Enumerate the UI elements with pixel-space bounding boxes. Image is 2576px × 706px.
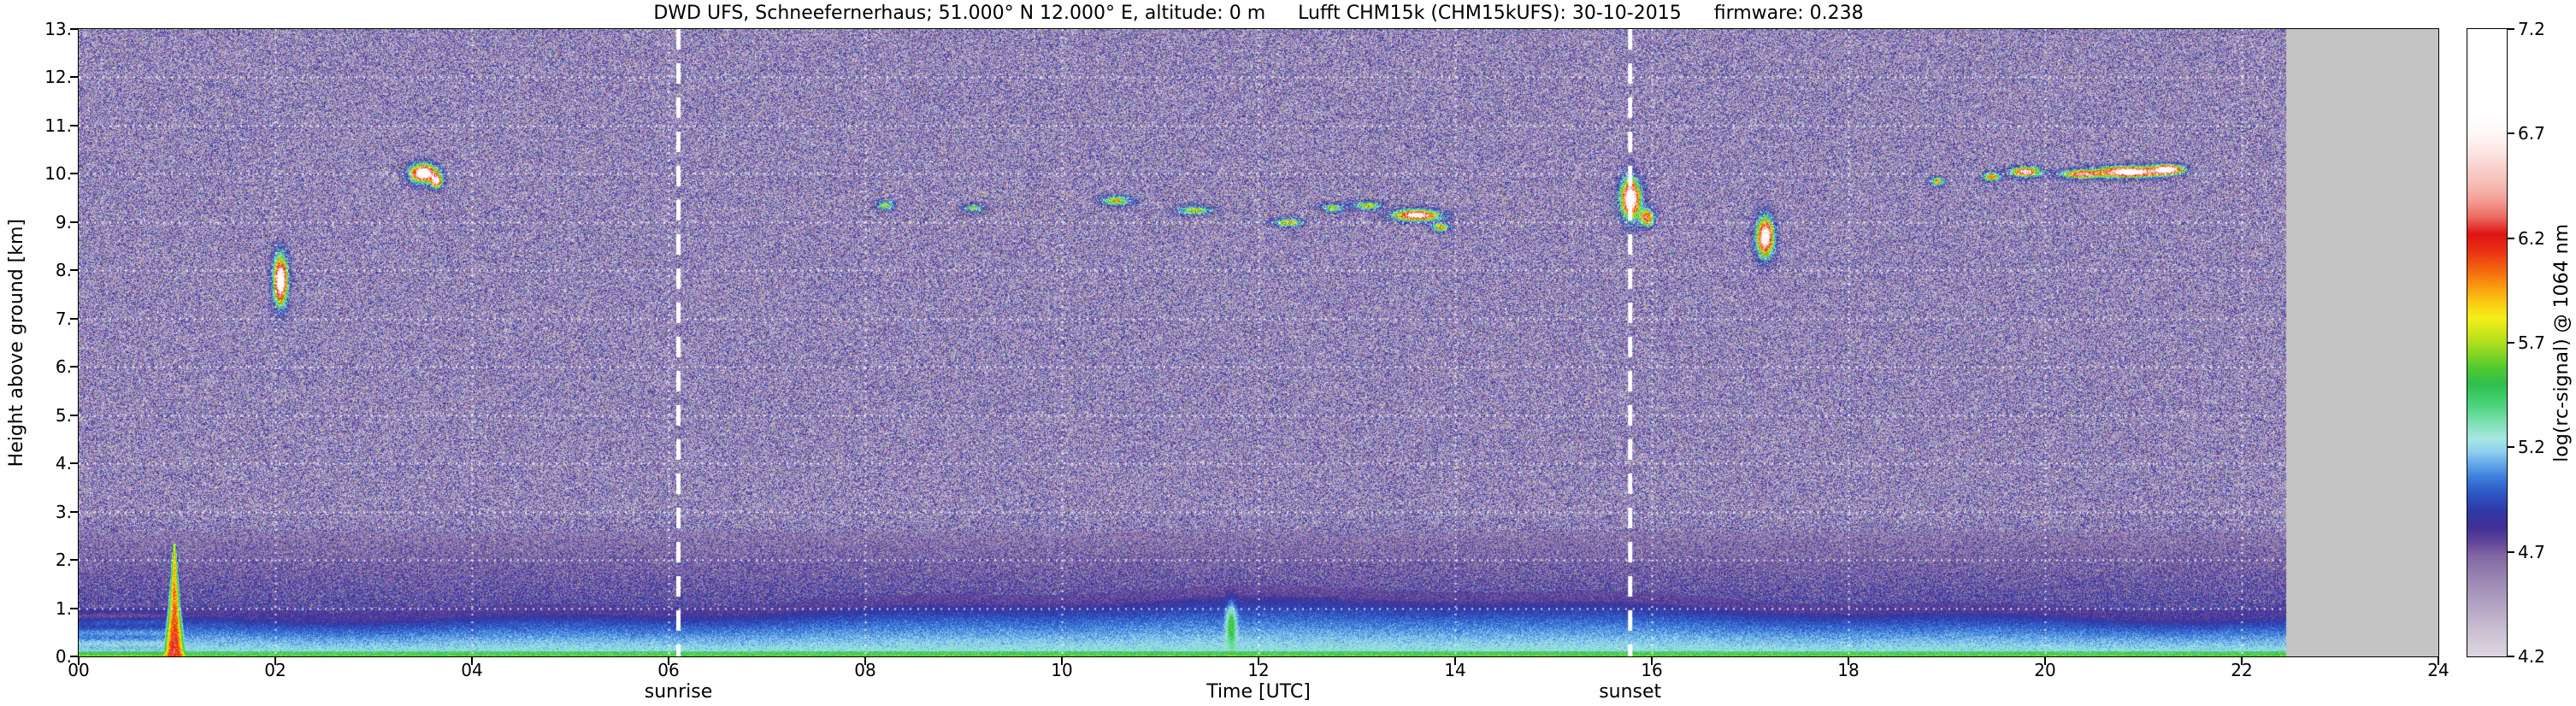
colorbar-tick-label: 4.7 — [2518, 541, 2545, 562]
x-tick-mark — [78, 657, 80, 665]
y-tick-mark — [70, 124, 78, 126]
x-tick-label: 16 — [1641, 660, 1663, 680]
y-tick-label: 11. — [44, 115, 72, 136]
x-tick-label: 06 — [657, 660, 680, 680]
x-tick-label: 22 — [2231, 660, 2253, 680]
x-tick-label: 20 — [2034, 660, 2056, 680]
x-tick-mark — [471, 657, 473, 665]
heatmap-canvas — [79, 29, 2438, 656]
y-tick-label: 0. — [55, 646, 72, 667]
colorbar-tick-label: 6.2 — [2518, 227, 2545, 249]
colorbar-tick-label: 5.2 — [2518, 437, 2545, 458]
x-tick-label: 02 — [264, 660, 286, 680]
y-tick-label: 9. — [55, 211, 72, 232]
y-tick-label: 6. — [55, 356, 72, 378]
colorbar-tick-mark — [2508, 550, 2514, 553]
x-tick-mark — [668, 657, 669, 665]
x-tick-mark — [2044, 657, 2046, 665]
y-tick-label: 13. — [44, 19, 72, 39]
y-tick-label: 2. — [55, 550, 72, 571]
y-tick-label: 12. — [44, 67, 72, 88]
x-tick-mark — [1061, 657, 1063, 665]
x-axis-label: Time [UTC] — [1206, 681, 1311, 703]
y-tick-label: 10. — [44, 163, 72, 185]
colorbar-tick-mark — [2508, 28, 2514, 30]
x-tick-mark — [1454, 657, 1456, 665]
sunset-label: sunset — [1599, 681, 1662, 703]
y-tick-mark — [70, 462, 78, 465]
y-tick-mark — [70, 173, 78, 175]
y-tick-mark — [70, 607, 78, 609]
colorbar-label: log(rc-signal) @ 1064 nm — [2550, 223, 2573, 462]
chart-title-firmware: firmware: 0.238 — [1713, 3, 1864, 24]
x-tick-label: 00 — [68, 660, 90, 680]
chart-title-station: DWD UFS, Schneefernerhaus; 51.000° N 12.… — [653, 3, 1266, 24]
sunrise-label: sunrise — [644, 681, 713, 703]
x-tick-mark — [2437, 657, 2439, 665]
y-tick-mark — [70, 366, 78, 368]
colorbar — [2467, 28, 2508, 657]
y-tick-label: 4. — [55, 453, 72, 474]
x-tick-label: 10 — [1051, 660, 1073, 680]
colorbar-tick-label: 7.2 — [2518, 19, 2545, 39]
y-tick-mark — [70, 510, 78, 513]
y-tick-mark — [70, 269, 78, 272]
colorbar-tick-label: 4.2 — [2518, 646, 2545, 667]
y-tick-mark — [70, 317, 78, 320]
y-tick-label: 7. — [55, 308, 72, 329]
x-tick-label: 24 — [2427, 660, 2449, 680]
plot-area — [78, 28, 2439, 657]
colorbar-tick-mark — [2508, 446, 2514, 449]
x-tick-mark — [1258, 657, 1259, 665]
colorbar-tick-mark — [2508, 132, 2514, 135]
x-tick-mark — [2241, 657, 2243, 665]
chart-title: DWD UFS, Schneefernerhaus; 51.000° N 12.… — [79, 3, 2438, 24]
colorbar-tick-mark — [2508, 656, 2514, 657]
x-tick-label: 04 — [461, 660, 483, 680]
colorbar-tick-label: 6.7 — [2518, 123, 2545, 144]
y-tick-mark — [70, 221, 78, 223]
x-tick-mark — [864, 657, 866, 665]
y-tick-mark — [70, 559, 78, 562]
x-tick-mark — [1651, 657, 1653, 665]
y-axis-label: Height above ground [km] — [5, 218, 27, 468]
y-tick-mark — [70, 28, 78, 30]
y-tick-label: 3. — [55, 501, 72, 522]
x-tick-label: 08 — [854, 660, 876, 680]
y-tick-mark — [70, 414, 78, 416]
colorbar-label-wrap: log(rc-signal) @ 1064 nm — [2547, 29, 2576, 656]
y-tick-mark — [70, 76, 78, 79]
x-tick-label: 18 — [1837, 660, 1860, 680]
x-tick-mark — [274, 657, 276, 665]
y-tick-label: 8. — [55, 260, 72, 281]
y-tick-label: 1. — [55, 597, 72, 619]
chart-title-instrument: Lufft CHM15k (CHM15kUFS): 30-10-2015 — [1298, 3, 1682, 24]
colorbar-tick-mark — [2508, 237, 2514, 239]
x-tick-mark — [1848, 657, 1849, 665]
x-tick-label: 14 — [1444, 660, 1466, 680]
x-tick-label: 12 — [1247, 660, 1270, 680]
colorbar-tick-label: 5.7 — [2518, 332, 2545, 353]
colorbar-tick-mark — [2508, 342, 2514, 344]
y-tick-mark — [70, 656, 78, 657]
y-tick-label: 5. — [55, 404, 72, 426]
